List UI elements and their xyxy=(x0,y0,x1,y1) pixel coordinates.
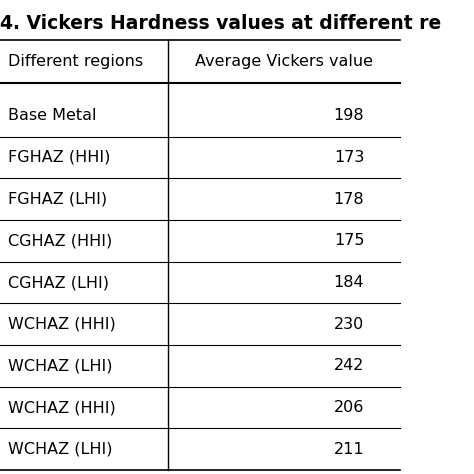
Text: 173: 173 xyxy=(334,150,364,165)
Text: 184: 184 xyxy=(334,275,365,290)
Text: 4. Vickers Hardness values at different re: 4. Vickers Hardness values at different … xyxy=(0,14,441,33)
Text: FGHAZ (HHI): FGHAZ (HHI) xyxy=(8,150,110,165)
Text: Different regions: Different regions xyxy=(8,54,143,69)
Text: 175: 175 xyxy=(334,233,365,248)
Text: Average Vickers value: Average Vickers value xyxy=(195,54,373,69)
Text: WCHAZ (LHI): WCHAZ (LHI) xyxy=(8,442,112,457)
Text: CGHAZ (LHI): CGHAZ (LHI) xyxy=(8,275,109,290)
Text: 242: 242 xyxy=(334,358,364,374)
Text: FGHAZ (LHI): FGHAZ (LHI) xyxy=(8,191,107,207)
Text: 206: 206 xyxy=(334,400,364,415)
Text: 230: 230 xyxy=(334,317,364,332)
Text: CGHAZ (HHI): CGHAZ (HHI) xyxy=(8,233,112,248)
Text: 178: 178 xyxy=(334,191,365,207)
Text: WCHAZ (HHI): WCHAZ (HHI) xyxy=(8,400,116,415)
Text: WCHAZ (HHI): WCHAZ (HHI) xyxy=(8,317,116,332)
Text: Base Metal: Base Metal xyxy=(8,108,97,123)
Text: WCHAZ (LHI): WCHAZ (LHI) xyxy=(8,358,112,374)
Text: 198: 198 xyxy=(334,108,365,123)
Text: 211: 211 xyxy=(334,442,365,457)
